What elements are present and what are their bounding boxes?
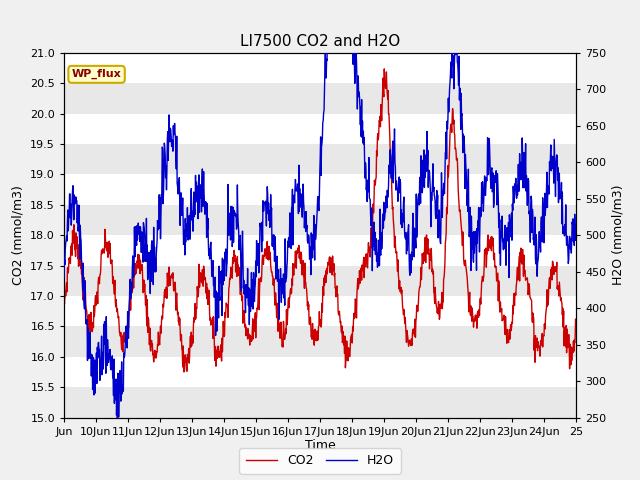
Bar: [64, 205, 576, 235]
Title: LI7500 CO2 and H2O: LI7500 CO2 and H2O: [240, 34, 400, 49]
Bar: [64, 265, 576, 296]
H2O: [283, 275, 291, 281]
Bar: [64, 357, 576, 387]
Y-axis label: H2O (mmol/m3): H2O (mmol/m3): [612, 185, 625, 286]
CO2: [147, 346, 154, 352]
Bar: [64, 144, 576, 174]
CO2: [60, 288, 68, 294]
Bar: [64, 174, 576, 205]
CO2: [380, 66, 388, 72]
CO2: [233, 274, 241, 279]
H2O: [233, 223, 241, 228]
CO2: [340, 339, 348, 345]
Bar: [64, 114, 576, 144]
Bar: [64, 83, 576, 114]
Bar: [64, 235, 576, 265]
CO2: [128, 279, 136, 285]
Text: WP_flux: WP_flux: [72, 69, 122, 80]
Bar: [64, 53, 576, 83]
Bar: [64, 296, 576, 326]
Bar: [64, 387, 576, 418]
Y-axis label: CO2 (mmol/m3): CO2 (mmol/m3): [12, 185, 25, 285]
CO2: [572, 326, 580, 332]
Line: H2O: H2O: [64, 0, 576, 419]
X-axis label: Time: Time: [305, 439, 335, 453]
H2O: [60, 275, 68, 280]
CO2: [180, 369, 188, 375]
H2O: [147, 248, 154, 253]
Line: CO2: CO2: [64, 69, 576, 372]
H2O: [572, 222, 580, 228]
Legend: CO2, H2O: CO2, H2O: [239, 448, 401, 474]
H2O: [113, 416, 121, 421]
H2O: [129, 266, 136, 272]
Bar: [64, 326, 576, 357]
CO2: [330, 268, 337, 274]
CO2: [283, 307, 291, 312]
